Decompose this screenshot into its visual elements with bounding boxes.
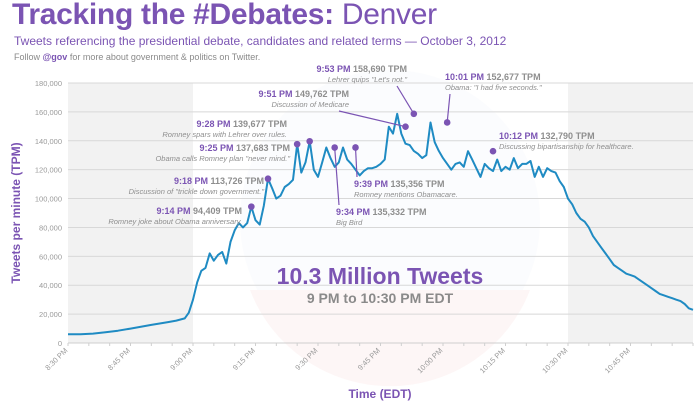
y-tick-label: 20,000	[39, 310, 62, 319]
annotation-marker	[402, 123, 409, 130]
annotation-header: 9:51 PM 149,762 TPM	[258, 89, 349, 99]
annotation-tpm: 149,762 TPM	[295, 89, 349, 99]
annotation-leader	[354, 147, 358, 178]
annotation-tpm: 152,677 TPM	[487, 72, 541, 82]
series-line	[68, 112, 694, 336]
follow-handle-link[interactable]: @gov	[42, 52, 68, 62]
shaded-region	[568, 83, 693, 343]
annotation-desc: Romney spars with Lehrer over rules.	[162, 130, 287, 139]
annotation-leader	[338, 110, 406, 128]
annotation-marker	[443, 119, 451, 126]
annotation-header: 9:34 PM 135,332 TPM	[336, 207, 427, 217]
annotation-desc: Discussion of "trickle down government."	[129, 187, 265, 196]
annotation-time: 9:51 PM	[258, 89, 295, 99]
annotation-tpm: 139,677 TPM	[233, 119, 287, 129]
annotation-time: 10:01 PM	[445, 72, 487, 82]
annotation-time: 9:18 PM	[174, 176, 211, 186]
annotation-desc: Romney mentions Obamacare.	[354, 190, 458, 199]
annotation-desc: Obama: "I had five seconds."	[445, 83, 542, 92]
annotation-marker	[410, 110, 418, 118]
y-tick-label: 0	[58, 339, 62, 348]
y-tick-label: 120,000	[35, 166, 62, 175]
shaded-region	[68, 83, 193, 343]
annotation-desc: Obama calls Romney plan "never mind."	[155, 154, 290, 163]
annotation-time: 9:28 PM	[196, 119, 233, 129]
annotation-header: 9:39 PM 135,356 TPM	[354, 179, 445, 189]
annotation-header: 10:12 PM 132,790 TPM	[499, 131, 595, 141]
annotation-tpm: 94,409 TPM	[193, 206, 242, 216]
annotation-tpm: 135,332 TPM	[373, 207, 427, 217]
annotation-header: 9:14 PM 94,409 TPM	[156, 206, 242, 216]
x-tick-label: 10:45 PM	[603, 346, 632, 375]
y-tick-label: 60,000	[39, 252, 62, 261]
annotation-marker	[331, 144, 338, 151]
annotation-desc: Discussion of Medicare	[271, 100, 349, 109]
annotation-tpm: 132,790 TPM	[541, 131, 595, 141]
x-tick-label: 9:00 PM	[168, 346, 194, 372]
annotation-tpm: 135,356 TPM	[391, 179, 445, 189]
y-tick-label: 40,000	[39, 281, 62, 290]
follow-suffix: for more about government & politics on …	[69, 52, 261, 62]
annotation-header: 10:01 PM 152,677 TPM	[445, 72, 541, 82]
summary-range: 9 PM to 10:30 PM EDT	[307, 290, 454, 306]
y-tick-label: 100,000	[35, 195, 62, 204]
y-axis-label: Tweets per minute (TPM)	[9, 142, 23, 283]
subtitle: Tweets referencing the presidential deba…	[14, 34, 507, 48]
annotation-marker	[248, 203, 255, 210]
x-tick-label: 9:15 PM	[231, 346, 257, 372]
annotation-tpm: 158,690 TPM	[353, 64, 407, 74]
summary-headline: 10.3 Million Tweets	[277, 263, 484, 289]
annotation-header: 9:18 PM 113,726 TPM	[174, 176, 264, 186]
annotation-time: 9:53 PM	[316, 64, 353, 74]
x-tick-label: 8:30 PM	[43, 346, 69, 372]
annotation-marker	[306, 137, 313, 145]
x-tick-label: 10:30 PM	[540, 346, 569, 375]
x-axis-label: Time (EDT)	[348, 387, 411, 401]
annotation-marker	[489, 147, 497, 155]
title-bold: Tracking the #Debates:	[12, 0, 334, 31]
y-tick-label: 140,000	[35, 137, 62, 146]
annotation-desc: Big Bird	[336, 218, 363, 227]
annotation-time: 9:25 PM	[199, 143, 236, 153]
annotation-time: 10:12 PM	[499, 131, 541, 141]
y-tick-label: 180,000	[35, 79, 62, 88]
annotation-leader	[396, 85, 415, 115]
follow-prefix: Follow	[14, 52, 41, 62]
annotation-header: 9:25 PM 137,683 TPM	[199, 143, 290, 153]
follow-line: Follow @gov for more about government & …	[14, 52, 260, 62]
annotation-header: 9:28 PM 139,677 TPM	[196, 119, 287, 129]
annotation-leader	[446, 93, 451, 123]
annotation-marker	[264, 175, 272, 183]
vote-logo-watermark	[240, 70, 540, 387]
annotation-marker	[352, 144, 359, 151]
annotation-tpm: 137,683 TPM	[236, 143, 290, 153]
annotation-header: 9:53 PM 158,690 TPM	[316, 64, 407, 74]
annotation-desc: Lehrer quips "Let's not."	[328, 75, 408, 84]
annotation-tpm: 113,726 TPM	[210, 176, 264, 186]
page-title: Tracking the #Debates: Denver	[12, 0, 437, 32]
annotation-leader	[334, 147, 340, 206]
x-tick-label: 8:45 PM	[106, 346, 132, 372]
y-tick-label: 80,000	[39, 223, 62, 232]
annotation-desc: Discussing bipartisanship for healthcare…	[499, 142, 634, 151]
annotation-time: 9:14 PM	[156, 206, 193, 216]
annotation-marker	[293, 140, 301, 148]
annotation-time: 9:39 PM	[354, 179, 391, 189]
title-light: Denver	[341, 0, 437, 31]
annotation-time: 9:34 PM	[336, 207, 373, 217]
annotation-desc: Romney joke about Obama anniversary.	[108, 217, 242, 226]
y-tick-label: 160,000	[35, 108, 62, 117]
